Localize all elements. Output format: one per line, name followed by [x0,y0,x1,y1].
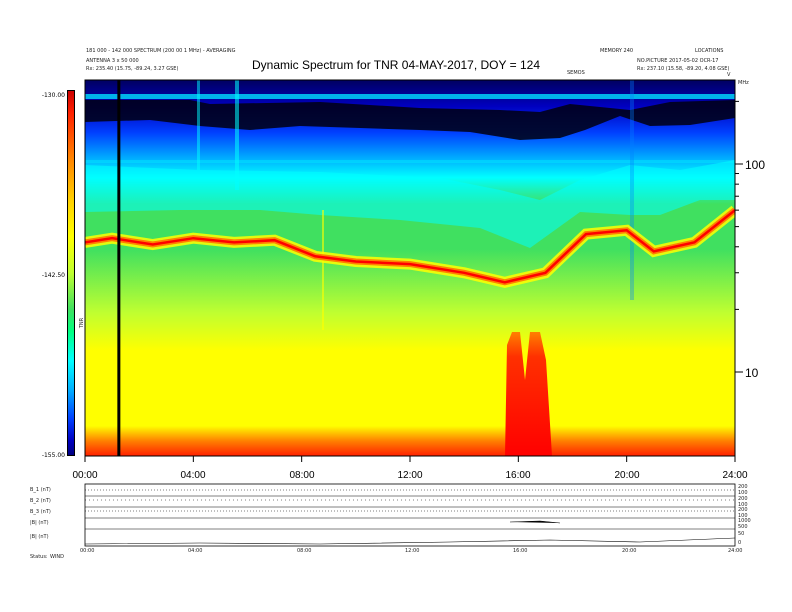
cyan-stripe-top [85,94,735,99]
chart-title: Dynamic Spectrum for TNR 04-MAY-2017, DO… [251,58,540,72]
lower-row-label: |B| (nT) [30,520,49,526]
lower-row-label: B_1 (nT) [30,487,51,493]
dark-low-signal-region [85,100,735,140]
lower-row-label: B_2 (nT) [30,498,51,504]
lower-panel-frame [84,483,736,547]
lower-time-tick: 24:00 [728,548,743,554]
x-tick-label: 04:00 [180,470,206,481]
header-right-line-3: Rx: 237.10 (15.58, -89.20, 4.08 GSE) [637,66,730,72]
lower-row-label: |B| (nT) [30,534,49,540]
corner-label-mhz: MHz [738,80,749,86]
striation [630,80,634,300]
lower-right-tick: 500 [738,524,748,530]
x-axis [84,456,736,462]
lower-time-tick: 12:00 [405,548,420,554]
lower-right-tick: 50 [738,531,745,537]
trace-b4 [509,520,561,524]
colorbar [67,90,75,456]
x-tick-label: 20:00 [614,470,640,481]
colorbar-tick-top: -130.00 [41,92,65,99]
lower-time-tick: 04:00 [188,548,203,554]
intensity-ridge [85,209,735,284]
header-left-line-3: Rx: 235.40 (15.75, -89.24, 3.27 GSE) [86,66,179,72]
y-tick-label-10: 10 [745,366,759,380]
lower-right-tick: 0 [738,540,742,546]
corner-label-v: V [727,72,731,78]
lower-right-tick: 200 [738,496,748,502]
lower-right-tick: 200 [738,484,748,490]
burst-16h [505,332,552,456]
y-axis-right [735,100,743,373]
header-left-line-2: ANTENNA 3 x 50 000 [86,58,139,64]
lower-row-label: B_3 (nT) [30,509,51,515]
header-right-top-2: LOCATIONS [695,48,724,54]
lower-time-tick: 16:00 [513,548,528,554]
x-tick-label: 16:00 [505,470,531,481]
semos-label: SEMOS [567,70,585,76]
x-tick-label: 00:00 [72,470,98,481]
cyan-region [85,160,735,248]
lower-time-tick: 08:00 [297,548,312,554]
lower-right-tick: 100 [738,490,748,496]
header-right-line-2: NO.PICTURE 2017-05-02 OCR-17 [637,58,719,64]
lower-right-tick: 1000 [738,518,751,524]
striation [197,80,200,170]
lower-right-tick: 100 [738,513,748,519]
lower-time-tick: 00:00 [80,548,95,554]
colorbar-tick-mid: -142.50 [41,272,65,279]
footer-status: Status: [30,554,48,560]
striation [322,210,324,330]
striation [235,80,239,190]
lower-right-tick: 200 [738,507,748,513]
cyan-stripe-mid [85,160,735,163]
lower-right-tick: 100 [738,502,748,508]
y-tick-label-100: 100 [745,158,766,172]
colorbar-tick-bottom: -155.00 [41,452,65,459]
lower-time-tick: 20:00 [622,548,637,554]
x-tick-label: 24:00 [722,470,748,481]
footer-wind: WIND [50,554,65,560]
header-right-top-1: MEMORY 240 [600,48,634,54]
x-tick-label: 08:00 [289,470,315,481]
trace-b5 [84,537,736,545]
header-left-line-1: 181 000 - 142 000 SPECTRUM (200 00 1 MHz… [86,48,236,54]
x-tick-label: 12:00 [397,470,423,481]
